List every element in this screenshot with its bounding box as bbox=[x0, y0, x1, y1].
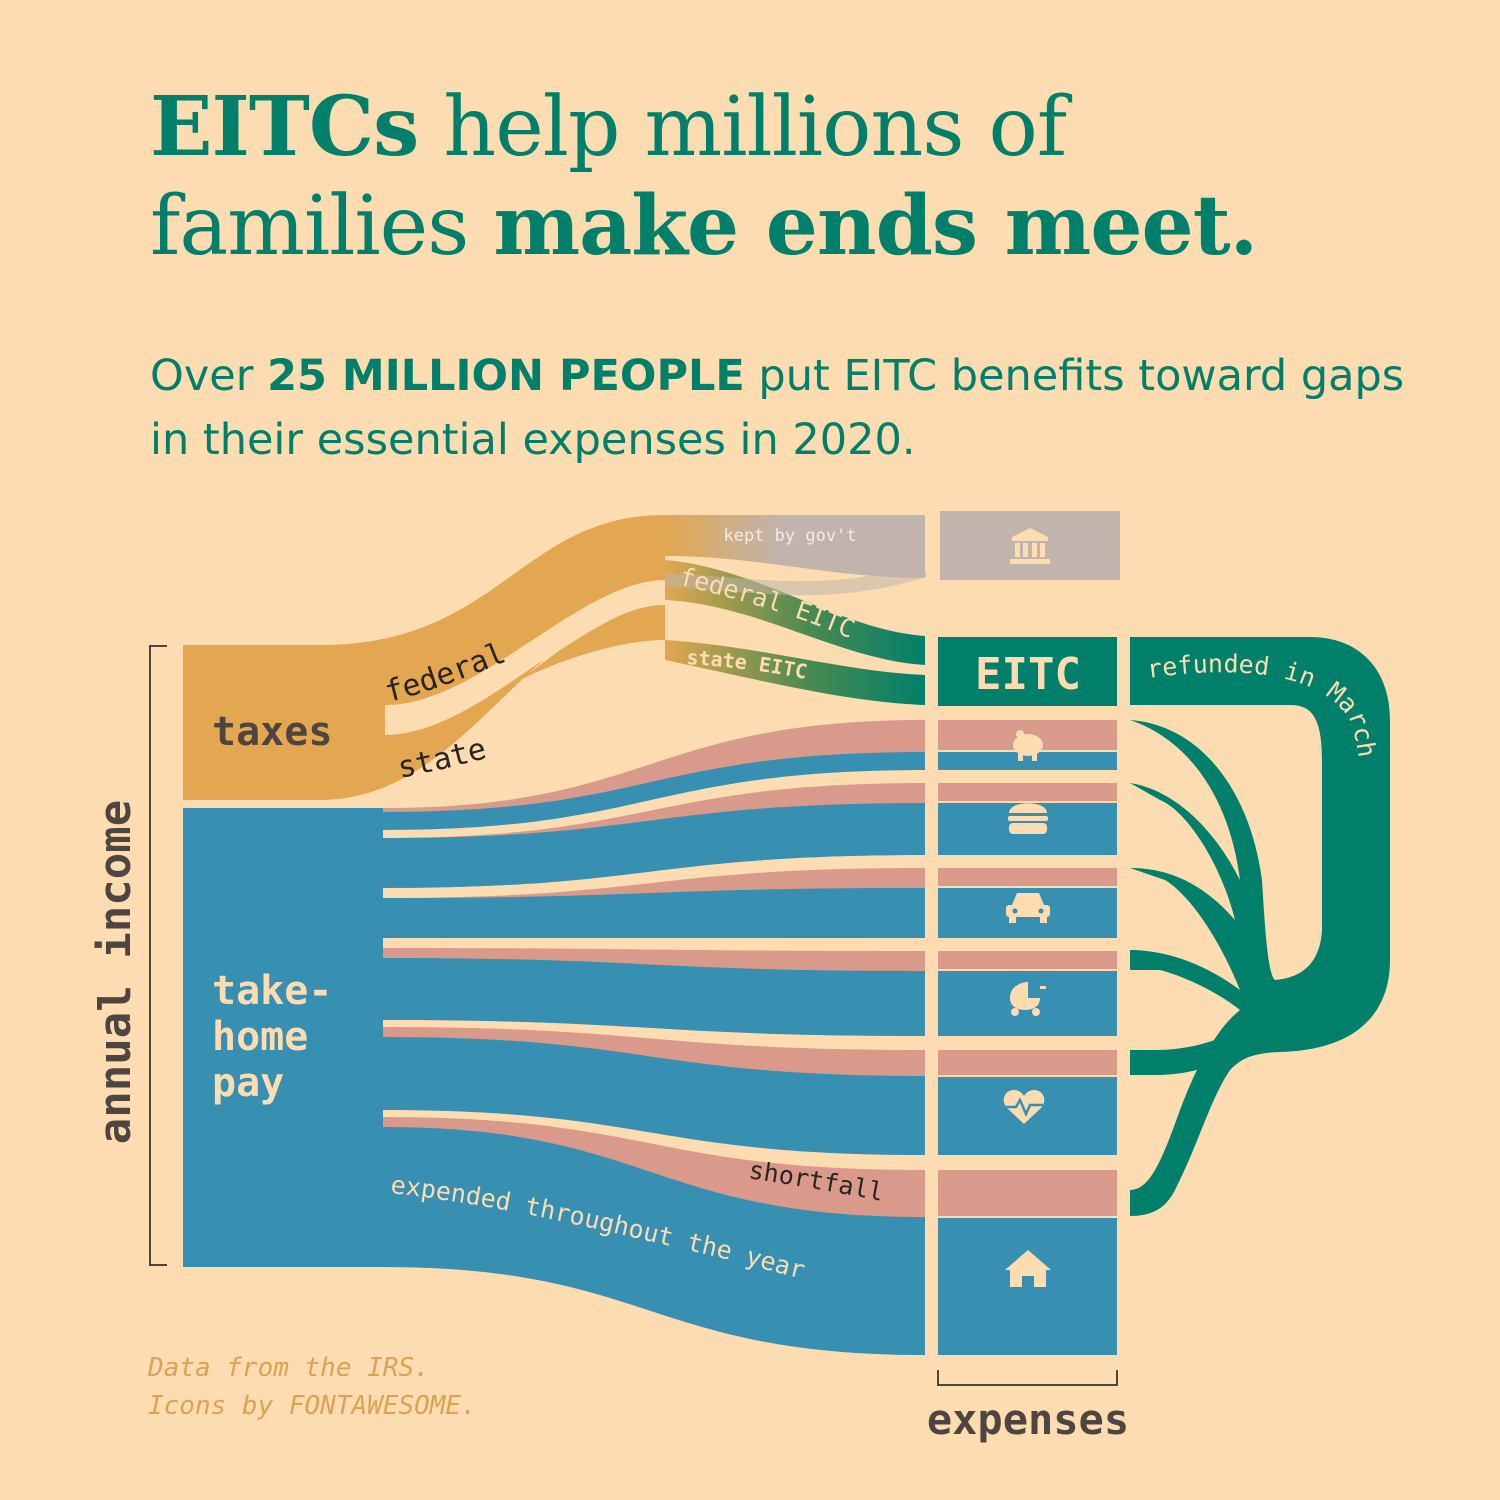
subheadline-regular-1: Over bbox=[150, 351, 268, 401]
subheadline-regular-2: put EITC benefits toward gaps in their e… bbox=[150, 351, 1405, 465]
transport-shortfall-box bbox=[938, 868, 1117, 886]
government-box bbox=[940, 511, 1120, 580]
credits: Data from the IRS. Icons by FONTAWESOME. bbox=[147, 1353, 477, 1421]
home-icon bbox=[1005, 1250, 1051, 1287]
baby-carriage-icon bbox=[1010, 982, 1046, 1016]
health-flow bbox=[383, 1037, 925, 1155]
headline-bold-make-ends-meet: make ends meet. bbox=[493, 178, 1258, 274]
headline: EITCs help millions of families make end… bbox=[150, 78, 1400, 276]
piggy-bank-icon bbox=[1013, 730, 1043, 761]
taxes-block bbox=[183, 515, 665, 800]
housing-box bbox=[938, 1218, 1117, 1355]
state-eitc-label: state EITC bbox=[686, 645, 809, 684]
credits-line-2: Icons by FONTAWESOME. bbox=[148, 1391, 477, 1421]
food-shortfall-box bbox=[938, 783, 1117, 801]
subheadline: Over 25 MILLION PEOPLE put EITC benefits… bbox=[150, 344, 1450, 472]
kept-crossover bbox=[664, 563, 928, 596]
take-home-line-1: take- bbox=[212, 968, 332, 1014]
savings-box bbox=[938, 752, 1117, 770]
food-flow bbox=[383, 803, 925, 888]
refund-flow bbox=[1130, 637, 1390, 1216]
federal-state-divider bbox=[385, 580, 665, 735]
housing-shortfall-box bbox=[938, 1170, 1117, 1216]
shortfall-flow-savings bbox=[383, 720, 925, 822]
childcare-shortfall-box bbox=[938, 951, 1117, 969]
state-eitc-flow bbox=[665, 640, 925, 705]
annual-income-bracket bbox=[149, 645, 167, 1266]
transport-flow bbox=[383, 888, 925, 938]
savings-flow bbox=[383, 752, 925, 830]
take-home-pay-block bbox=[183, 808, 383, 1267]
eitc-box-label: EITC bbox=[975, 649, 1081, 700]
refund-flow-health bbox=[1130, 1020, 1270, 1075]
credits-line-1: Data from the IRS. bbox=[147, 1353, 430, 1383]
expenses-label: expenses bbox=[927, 1395, 1129, 1444]
eitc-box bbox=[938, 637, 1117, 706]
state-tax-flow bbox=[520, 605, 665, 680]
childcare-flow bbox=[383, 958, 925, 1036]
kept-by-govt-label: kept by gov't bbox=[723, 526, 856, 546]
headline-bold-eitcs: EITCs bbox=[150, 79, 419, 175]
subheadline-bold: 25 MILLION PEOPLE bbox=[267, 351, 745, 401]
state-eitc-label-text: state EITC bbox=[686, 645, 809, 684]
burger-icon bbox=[1008, 803, 1048, 834]
landmark-icon bbox=[1010, 528, 1050, 564]
expenses-bracket bbox=[937, 1370, 1118, 1386]
take-home-line-3: pay bbox=[212, 1060, 284, 1106]
housing-flow bbox=[383, 1127, 925, 1355]
heartbeat-icon bbox=[1003, 1090, 1045, 1124]
annual-income-label: annual income bbox=[90, 800, 141, 1144]
kept-by-govt-flow bbox=[665, 515, 925, 578]
headline-regular: help millions of families bbox=[150, 80, 1067, 274]
taxes-label: taxes bbox=[212, 709, 332, 755]
take-home-pay-label: take- home pay bbox=[212, 968, 357, 1106]
take-home-line-2: home bbox=[212, 1014, 308, 1060]
health-shortfall-box bbox=[938, 1050, 1117, 1075]
car-icon bbox=[1006, 893, 1050, 923]
